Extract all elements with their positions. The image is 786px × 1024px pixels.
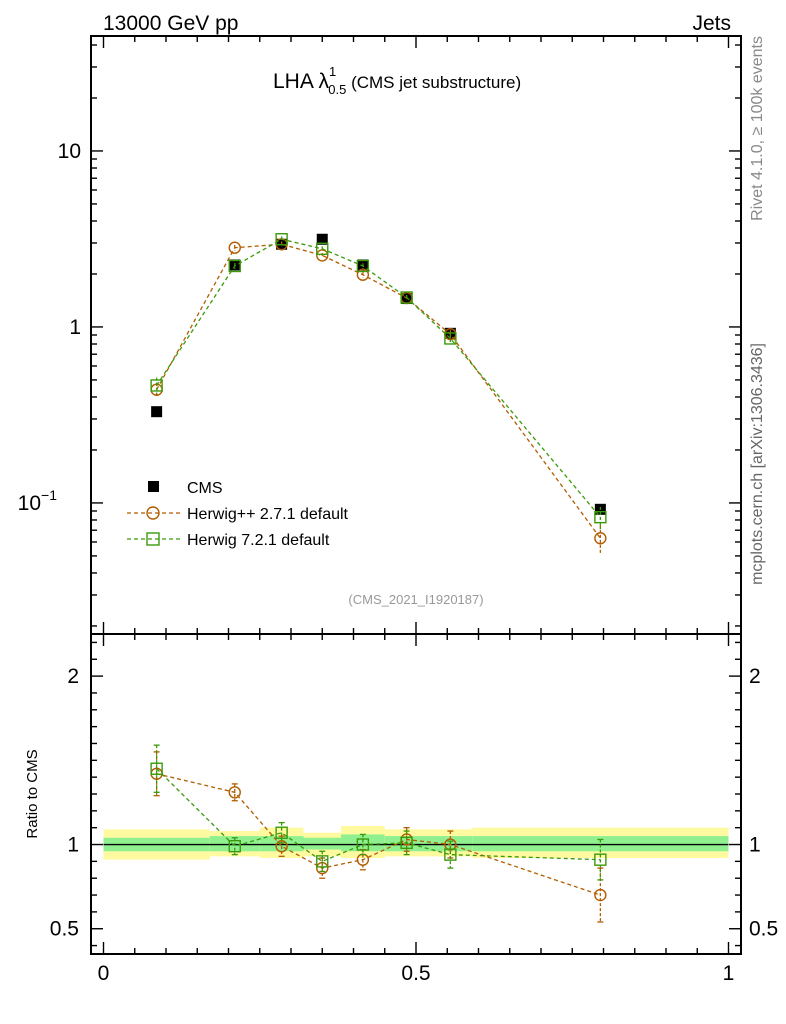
plot-title-sub: 0.5 (328, 82, 346, 97)
herwigpp-ratio-point (228, 786, 241, 799)
herwig7-ratio-point (400, 836, 413, 850)
herwig7-ratio-point (594, 853, 607, 866)
legend-marker-cms (148, 481, 159, 492)
plot-title: LHA λ1 0.5 (CMS jet substructure) (273, 64, 521, 97)
data-point-cms (316, 233, 328, 245)
herwigpp-point (356, 268, 370, 281)
ratio-panel-frame (90, 633, 742, 955)
herwig7-point (316, 242, 329, 256)
herwig7-point (400, 291, 413, 304)
side-label-upper: Rivet 4.1.0, ≥ 100k events (749, 36, 766, 221)
legend-label-herwigpp: Herwig++ 2.7.1 default (187, 506, 349, 523)
herwig7-ratio-point (356, 838, 370, 851)
ratio-band-inner (472, 836, 729, 852)
herwigpp-point (228, 241, 241, 254)
herwig7-ratio-point (444, 848, 457, 861)
ratio-series-line-1 (156, 773, 601, 896)
herwigpp-ratio-point (444, 838, 457, 851)
herwig7-ratio-point (228, 840, 241, 853)
ratio-y-tick-label: 1 (67, 834, 79, 857)
side-label-lower: mcplots.cern.ch [arXiv:1306.3436] (749, 343, 766, 585)
header-right: Jets (692, 12, 731, 35)
herwigpp-ratio-point (275, 840, 288, 853)
plot-title-suffix: (CMS jet substructure) (346, 73, 521, 92)
x-tick-label: 1 (723, 962, 735, 985)
herwigpp-ratio-point (356, 853, 370, 866)
herwig7-ratio-point (275, 826, 288, 839)
ratio-band-inner (341, 834, 385, 852)
ratio-ylabel: Ratio to CMS (24, 749, 41, 838)
legend-label-herwig7: Herwig 7.2.1 default (187, 532, 330, 549)
legend-marker-herwigpp (146, 506, 160, 520)
ratio-band-inner (303, 837, 341, 850)
plot-title-main: LHA λ (273, 70, 330, 93)
ratio-y-tick-label-right: 0.5 (749, 918, 778, 941)
herwig7-point (150, 379, 163, 392)
herwigpp-point (594, 532, 607, 545)
x-tick-label: 0.5 (401, 962, 430, 985)
ratio-panel: 0.5 0.5 1 1 2 2 Ratio to CMS (24, 633, 778, 955)
herwigpp-ratio-point (594, 888, 607, 902)
series-line-2 (156, 238, 601, 518)
plot-title-sup: 1 (329, 64, 336, 79)
x-tick-label: 0 (98, 962, 110, 985)
herwigpp-point (316, 249, 329, 262)
herwig7-point (228, 259, 241, 273)
analysis-id: (CMS_2021_I1920187) (348, 592, 483, 607)
ratio-y-tick-label-right: 1 (749, 834, 761, 857)
ratio-y-tick-label: 2 (67, 665, 79, 688)
herwig7-point (275, 233, 288, 246)
herwig7-point (444, 332, 457, 345)
main-y-tick-label: 10−1 (18, 487, 58, 515)
main-y-tick-label: 10 (58, 140, 81, 163)
header-left: 13000 GeV pp (103, 12, 238, 35)
data-point-cms (151, 406, 163, 418)
herwig7-point (356, 259, 370, 273)
herwig7-point (594, 510, 607, 524)
herwig7-ratio-point (316, 855, 329, 868)
main-y-tick-label: 1 (69, 316, 81, 339)
herwig7-ratio-point (150, 762, 163, 775)
legend-label-cms: CMS (187, 480, 223, 497)
legend-marker-herwig7 (146, 532, 160, 546)
series-line-1 (156, 243, 601, 539)
legend: CMS Herwig++ 2.7.1 default Herwig 7.2.1 … (127, 480, 349, 549)
ratio-y-tick-label-right: 2 (749, 665, 761, 688)
ratio-y-tick-label: 0.5 (50, 918, 79, 941)
